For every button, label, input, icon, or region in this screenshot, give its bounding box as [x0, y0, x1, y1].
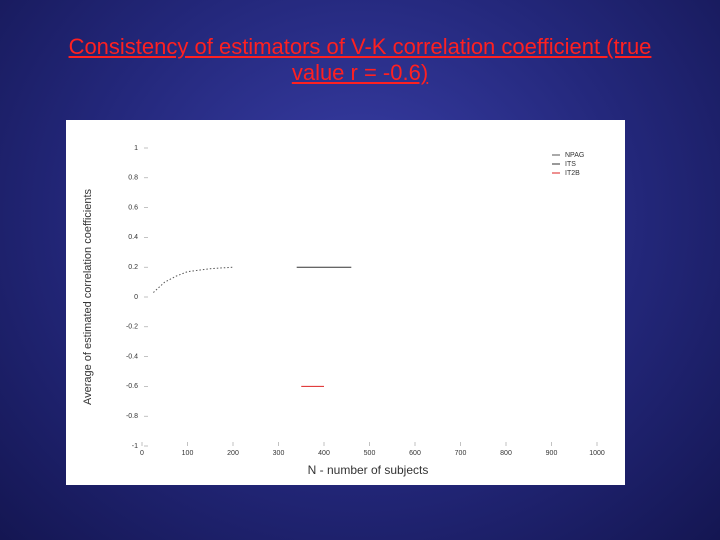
x-tick-label: 500: [364, 450, 376, 457]
x-tick-label: 0: [140, 450, 144, 457]
legend-label: NPAG: [565, 152, 584, 159]
y-tick-label: -0.6: [126, 383, 138, 390]
x-tick-label: 400: [318, 450, 330, 457]
x-axis-label: N - number of subjects: [308, 463, 429, 477]
y-tick-label: -1: [132, 443, 138, 450]
x-tick-label: 600: [409, 450, 421, 457]
legend-label: ITS: [565, 161, 576, 168]
x-tick-label: 100: [182, 450, 194, 457]
legend-label: IT2B: [565, 170, 580, 177]
x-tick-label: 200: [227, 450, 239, 457]
y-tick-label: 0.2: [128, 264, 138, 271]
y-tick-label: 1: [134, 145, 138, 152]
y-tick-label: -0.8: [126, 413, 138, 420]
y-tick-label: 0.8: [128, 175, 138, 182]
y-tick-label: 0.6: [128, 204, 138, 211]
x-tick-label: 900: [546, 450, 558, 457]
y-tick-label: -0.2: [126, 324, 138, 331]
y-tick-label: 0.4: [128, 234, 138, 241]
y-tick-label: 0: [134, 294, 138, 301]
x-tick-label: 700: [455, 450, 467, 457]
series-line: [153, 266, 234, 293]
x-tick-label: 800: [500, 450, 512, 457]
x-tick-label: 300: [273, 450, 285, 457]
x-tick-label: 1000: [589, 450, 605, 457]
y-axis-label: Average of estimated correlation coeffic…: [82, 188, 94, 405]
slide-title: Consistency of estimators of V-K correla…: [68, 34, 652, 85]
y-tick-label: -0.4: [126, 353, 138, 360]
chart-background: [66, 120, 625, 485]
